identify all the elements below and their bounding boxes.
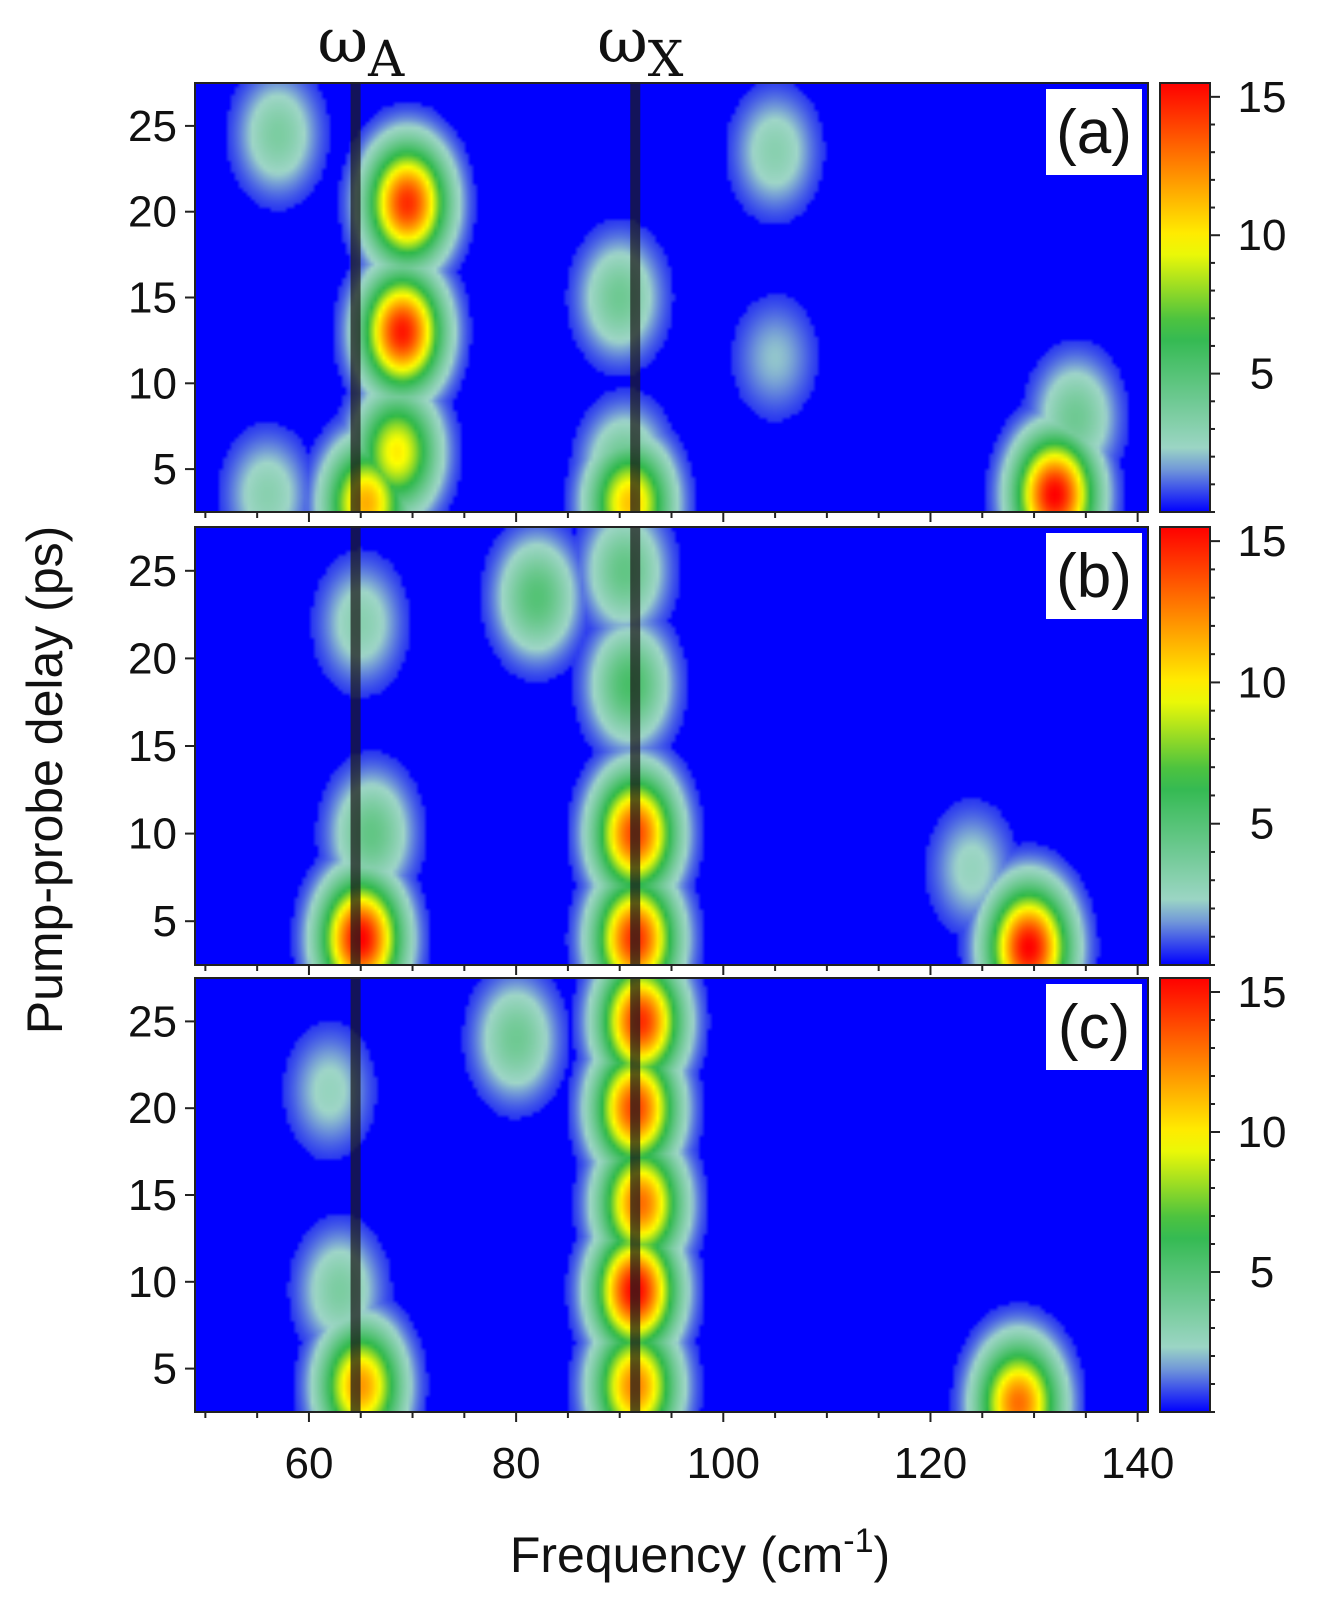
y-tick-label: 5: [153, 445, 177, 494]
heatmap-image-2: [195, 527, 1148, 965]
heatmap-layer: [195, 83, 1148, 1412]
y-tick-label: 25: [128, 547, 177, 596]
colorbars: [1159, 82, 1220, 1413]
colorbar-2: [1159, 526, 1211, 966]
panel-label-3: (c): [1046, 984, 1142, 1070]
panel-label-1: (a): [1046, 89, 1142, 175]
panel-label-box: [1046, 984, 1142, 1070]
marker-line: [630, 527, 641, 965]
heatmap-image-1: [195, 83, 1148, 512]
colorbar-tick-label: 15: [1238, 968, 1287, 1017]
y-tick-label: 10: [128, 359, 177, 408]
colorbar-1: [1159, 82, 1211, 513]
x-tick-label: 60: [284, 1439, 333, 1488]
y-axis-title: Pump-probe delay (ps): [17, 526, 73, 1035]
marker-line: [630, 978, 641, 1412]
y-tick-label: 20: [128, 1084, 177, 1133]
y-tick-label: 15: [128, 722, 177, 771]
colorbar-3: [1159, 977, 1211, 1413]
y-tick-label: 10: [128, 1258, 177, 1307]
y-tick-label: 25: [128, 102, 177, 151]
y-tick-label: 20: [128, 188, 177, 237]
marker-line: [630, 83, 641, 512]
y-tick-label: 10: [128, 810, 177, 859]
x-tick-label: 80: [492, 1439, 541, 1488]
panel-label-text: (b): [1056, 542, 1132, 611]
text-labels: 5 10 15 20 25 (a) 5 10 15 5 10 15 20 25 (b) 5 10 15 5 10 15 2…: [17, 4, 1286, 1583]
colorbar-tick-label: 15: [1238, 73, 1287, 122]
panel-label-box: [1046, 533, 1142, 619]
y-tick-label: 5: [153, 897, 177, 946]
y-tick-label: 25: [128, 997, 177, 1046]
panel-label-box: [1046, 89, 1142, 175]
colorbar-tick-label: 15: [1238, 517, 1287, 566]
axis-ticks: [185, 124, 1139, 1422]
x-tick-label: 120: [894, 1439, 967, 1488]
panel-label-text: (c): [1058, 993, 1130, 1062]
heatmap-image-3: [195, 978, 1148, 1412]
y-tick-label: 20: [128, 634, 177, 683]
marker-label: ωX: [597, 4, 684, 88]
marker-line: [350, 83, 361, 512]
marker-label: ωA: [318, 4, 406, 88]
y-tick-label: 15: [128, 1171, 177, 1220]
colorbar-tick-label: 10: [1238, 1108, 1287, 1157]
y-tick-label: 15: [128, 274, 177, 323]
x-tick-label: 140: [1101, 1439, 1174, 1488]
colorbar-tick-label: 10: [1238, 211, 1287, 260]
marker-line: [350, 978, 361, 1412]
frequency-markers: [350, 83, 641, 1412]
x-tick-label: 100: [687, 1439, 760, 1488]
panel-label-text: (a): [1056, 98, 1132, 167]
y-tick-label: 5: [153, 1345, 177, 1394]
marker-line: [350, 527, 361, 965]
x-axis-title: Frequency (cm-1): [510, 1522, 890, 1583]
colorbar-tick-label: 5: [1250, 800, 1274, 849]
colorbar-tick-label: 5: [1250, 1248, 1274, 1297]
colorbar-tick-label: 5: [1250, 350, 1274, 399]
panel-label-2: (b): [1046, 533, 1142, 619]
colorbar-tick-label: 10: [1238, 658, 1287, 707]
